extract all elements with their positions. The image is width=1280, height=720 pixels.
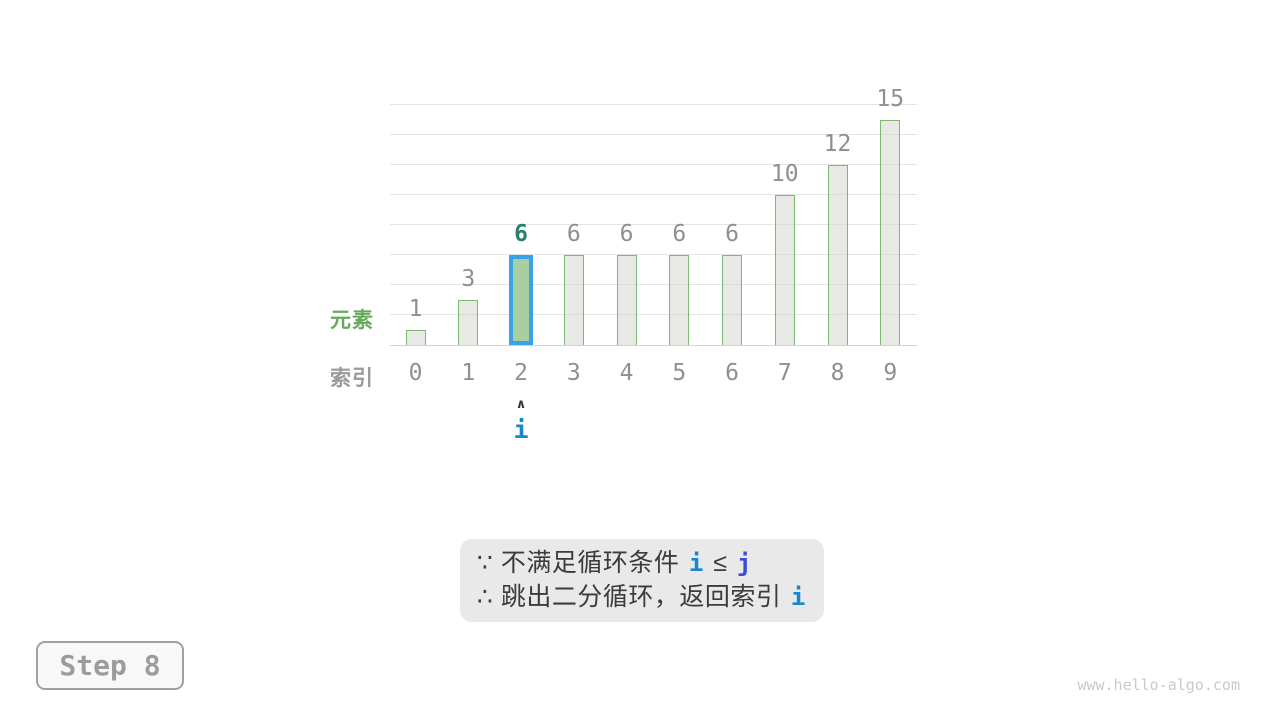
bar — [458, 300, 479, 345]
watermark-text: www.hello-algo.com — [1077, 676, 1240, 694]
annotation-line-2: ∴ 跳出二分循环，返回索引 i — [477, 583, 824, 612]
gridline — [390, 104, 917, 105]
gridline — [390, 284, 917, 285]
bar-value-label: 10 — [770, 161, 799, 187]
index-label: 6 — [725, 360, 739, 386]
x-axis-line — [390, 345, 917, 346]
gridline — [390, 254, 917, 255]
bar-highlighted — [509, 255, 533, 345]
index-label: 1 — [461, 360, 476, 386]
bar-value-label: 6 — [619, 221, 634, 247]
gridline — [390, 224, 917, 225]
pointer-caret-icon: ∧ — [515, 396, 527, 411]
index-label: 3 — [566, 360, 581, 386]
bar-value-label: 6 — [514, 221, 528, 247]
bar — [405, 330, 426, 345]
index-label: 4 — [619, 360, 634, 386]
index-label: 8 — [830, 360, 845, 386]
gridline — [390, 194, 917, 195]
variable-i-label: i — [688, 548, 704, 577]
bar — [722, 255, 742, 345]
variable-i-label: i — [790, 583, 806, 612]
bar — [774, 195, 795, 345]
bar-value-label: 15 — [876, 86, 905, 112]
bar-value-label: 12 — [823, 131, 852, 157]
gridline — [390, 164, 917, 165]
step-badge-label: Step 8 — [59, 649, 161, 682]
pointer-i-label: i — [513, 415, 529, 444]
gridline — [390, 134, 917, 135]
bar — [827, 165, 848, 345]
annotation-line-1: ∵ 不满足循环条件 i ≤ j — [477, 549, 824, 578]
bar-chart-plot-area: 1 0 3 1 6 2 6 3 6 4 6 5 6 6 10 7 12 8 15 9 ∧ i — [390, 88, 917, 442]
annotation-text: ∵ 不满足循环条件 — [477, 548, 687, 577]
annotation-text: ∴ 跳出二分循环，返回索引 — [477, 583, 789, 612]
bar-value-label: 6 — [672, 221, 687, 247]
gridline — [390, 314, 917, 315]
annotation-text: ≤ — [705, 548, 735, 577]
index-label: 5 — [672, 360, 687, 386]
annotation-box: ∵ 不满足循环条件 i ≤ j ∴ 跳出二分循环，返回索引 i — [460, 539, 824, 622]
bar-value-label: 3 — [461, 266, 476, 292]
bar — [563, 255, 584, 345]
bar-value-label: 1 — [408, 296, 423, 322]
step-badge: Step 8 — [36, 641, 184, 690]
bar — [669, 255, 690, 345]
bar — [616, 255, 637, 345]
index-label: 2 — [514, 360, 528, 386]
index-label: 0 — [408, 360, 423, 386]
bar-value-label: 6 — [566, 221, 581, 247]
variable-j-label: j — [736, 548, 752, 577]
index-label: 7 — [777, 360, 792, 386]
bar — [880, 120, 901, 345]
index-label: 9 — [883, 360, 898, 386]
bar-value-label: 6 — [725, 221, 739, 247]
x-axis-label: 索引 — [330, 367, 374, 390]
y-axis-label: 元素 — [330, 309, 374, 332]
